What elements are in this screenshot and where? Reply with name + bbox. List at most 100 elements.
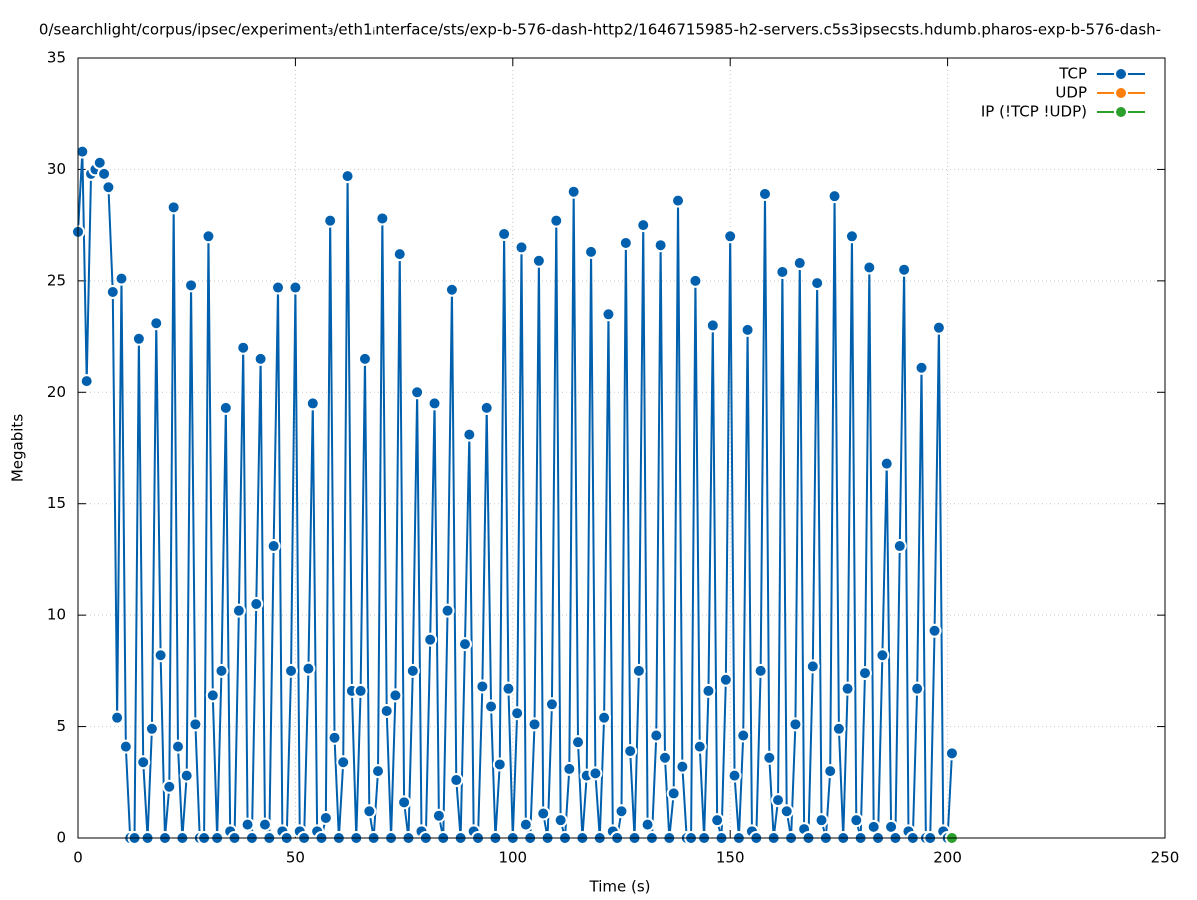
data-point xyxy=(718,672,733,687)
data-point xyxy=(444,282,459,297)
data-point xyxy=(831,721,846,736)
legend-label: TCP xyxy=(1058,65,1087,83)
data-point xyxy=(701,683,716,698)
data-point xyxy=(518,817,533,832)
data-point xyxy=(727,768,742,783)
data-point xyxy=(205,688,220,703)
legend-label: IP (!TCP !UDP) xyxy=(981,103,1087,121)
y-tick-label: 20 xyxy=(47,383,66,401)
data-point xyxy=(601,307,616,322)
data-point xyxy=(771,793,786,808)
data-point xyxy=(636,218,651,233)
data-point xyxy=(144,721,159,736)
data-point xyxy=(584,244,599,259)
x-tick-label: 100 xyxy=(498,849,527,867)
data-point xyxy=(657,750,672,765)
data-point xyxy=(131,331,146,346)
x-tick-label: 200 xyxy=(933,849,962,867)
y-tick-label: 0 xyxy=(56,829,66,847)
data-point xyxy=(705,318,720,333)
plot-area xyxy=(71,144,959,845)
data-point xyxy=(362,804,377,819)
x-tick-label: 150 xyxy=(716,849,745,867)
legend-swatch-marker xyxy=(1114,67,1128,81)
data-point xyxy=(814,813,829,828)
data-point xyxy=(105,285,120,299)
data-point xyxy=(892,539,907,554)
data-point xyxy=(857,666,872,681)
data-point xyxy=(710,813,725,828)
data-point xyxy=(475,679,490,694)
y-tick-label: 30 xyxy=(47,160,66,178)
data-point xyxy=(318,810,333,825)
data-point xyxy=(588,766,603,781)
data-point xyxy=(653,238,668,253)
x-tick-label: 250 xyxy=(1151,849,1180,867)
data-point xyxy=(79,374,94,389)
data-point xyxy=(266,539,281,554)
data-point xyxy=(410,385,425,400)
data-point xyxy=(218,400,233,415)
data-point xyxy=(327,730,342,745)
data-point xyxy=(231,603,246,618)
data-point xyxy=(149,316,164,331)
data-point xyxy=(827,189,842,204)
x-tick-label: 50 xyxy=(286,849,305,867)
data-point xyxy=(862,260,877,275)
data-point xyxy=(75,144,90,159)
data-point xyxy=(371,764,386,779)
data-point xyxy=(810,276,825,291)
data-point xyxy=(640,817,655,832)
data-point xyxy=(788,717,803,732)
data-point xyxy=(753,663,768,678)
data-point xyxy=(479,400,494,415)
data-point xyxy=(688,273,703,288)
data-point xyxy=(188,717,203,732)
y-tick-label: 10 xyxy=(47,606,66,624)
data-point xyxy=(736,728,751,743)
data-point xyxy=(757,186,772,201)
data-point xyxy=(457,637,472,652)
legend-swatch-marker xyxy=(1114,86,1128,100)
legend-label: UDP xyxy=(1055,84,1087,102)
data-point xyxy=(288,280,303,295)
data-point xyxy=(184,278,199,293)
data-point xyxy=(553,813,568,828)
data-point xyxy=(840,681,855,696)
data-point xyxy=(118,739,133,754)
series-line xyxy=(77,151,953,842)
data-point xyxy=(353,683,368,698)
y-tick-label: 15 xyxy=(47,494,66,512)
data-point xyxy=(740,322,755,337)
data-point xyxy=(166,200,181,215)
data-point xyxy=(823,764,838,779)
data-point xyxy=(844,229,859,244)
plot-border xyxy=(77,57,1166,839)
data-point xyxy=(849,813,864,828)
data-point xyxy=(397,795,412,810)
data-point xyxy=(214,663,229,678)
data-point xyxy=(549,213,564,228)
data-point xyxy=(171,739,186,754)
data-point xyxy=(449,773,464,788)
data-point xyxy=(462,427,477,442)
data-point xyxy=(179,768,194,783)
data-point xyxy=(931,320,946,335)
data-point xyxy=(618,235,633,250)
data-point xyxy=(927,623,942,638)
data-point xyxy=(484,699,499,714)
chart-title: 0/searchlight/corpus/ipsec/experiment₃/e… xyxy=(39,21,1161,39)
data-point xyxy=(910,681,925,696)
data-point xyxy=(357,351,372,366)
y-tick-label: 25 xyxy=(47,271,66,289)
data-point xyxy=(257,817,272,832)
data-point xyxy=(375,211,390,226)
data-point xyxy=(879,456,894,471)
data-point xyxy=(675,759,690,774)
y-tick-label: 35 xyxy=(47,49,66,67)
data-point xyxy=(514,240,529,255)
data-point xyxy=(671,193,686,208)
data-point xyxy=(97,166,112,181)
